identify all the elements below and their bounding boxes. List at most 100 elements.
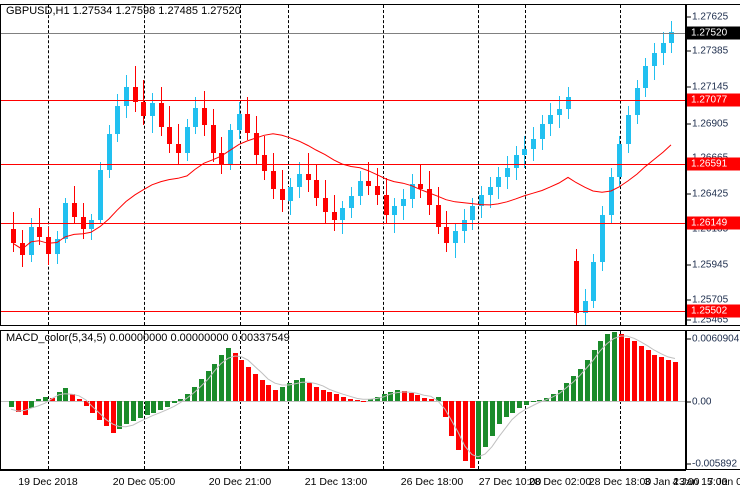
candle-body <box>652 53 657 67</box>
candle-body <box>566 97 571 110</box>
macd-histogram-bar <box>409 393 414 402</box>
grid-line-vertical <box>144 5 145 325</box>
candle-body <box>488 187 493 195</box>
candle-body <box>392 206 397 216</box>
macd-histogram-bar <box>504 401 509 418</box>
macd-histogram-bar <box>388 391 393 402</box>
candle-body <box>514 154 519 169</box>
candle-body <box>340 207 345 220</box>
candle-body <box>635 88 640 116</box>
macd-histogram-bar <box>402 390 407 402</box>
macd-histogram-bar <box>564 382 569 402</box>
macd-histogram-bar <box>490 401 495 436</box>
candle-body <box>115 106 120 135</box>
macd-histogram-bar <box>16 401 21 412</box>
macd-histogram-bar <box>646 350 651 402</box>
support-resistance-line[interactable] <box>1 100 685 101</box>
price-tick-label: 1.26905 <box>692 118 729 130</box>
candle-body <box>98 169 103 220</box>
candle-body <box>133 87 138 102</box>
price-plot-area[interactable] <box>1 5 685 325</box>
macd-histogram-bar <box>246 366 251 402</box>
grid-line-vertical <box>144 331 145 469</box>
macd-histogram-bar <box>497 401 502 425</box>
price-tick-label: 1.25705 <box>692 294 729 306</box>
macd-histogram-bar <box>29 401 34 409</box>
candle-body <box>349 196 354 208</box>
macd-histogram-bar <box>266 385 271 402</box>
candle-body <box>436 204 441 228</box>
macd-histogram-bar <box>483 401 488 448</box>
macd-tick-label: 0.00 <box>692 396 712 408</box>
macd-histogram-bar <box>659 357 664 402</box>
candle-body <box>358 181 363 197</box>
level-price-tag[interactable]: 1.27077 <box>687 93 740 107</box>
candle-body <box>505 168 510 177</box>
macd-tick-label: -0.005892 <box>692 458 738 470</box>
candle-body <box>531 138 536 149</box>
candle-body <box>470 206 475 220</box>
candle-body <box>661 42 666 54</box>
macd-histogram-bar <box>43 396 48 402</box>
macd-histogram-bar <box>673 361 678 402</box>
macd-histogram-bar <box>253 373 258 402</box>
candle-body <box>366 181 371 186</box>
macd-histogram-bar <box>537 399 542 402</box>
candle-wick <box>368 162 369 195</box>
support-resistance-line[interactable] <box>1 223 685 224</box>
macd-tick-mark <box>687 463 691 465</box>
grid-line-vertical <box>48 331 49 469</box>
macd-histogram-bar <box>619 334 624 402</box>
candle-body <box>401 199 406 207</box>
macd-histogram-bar <box>355 399 360 402</box>
macd-histogram-bar <box>273 389 278 402</box>
candle-body <box>522 148 527 155</box>
candle-body <box>271 171 276 189</box>
time-axis-label: 20 Dec 21:00 <box>208 476 272 488</box>
candle-body <box>228 129 233 164</box>
price-tick-label: 1.26425 <box>692 188 729 200</box>
grid-line-vertical <box>478 5 479 325</box>
macd-histogram-bar <box>239 359 244 402</box>
time-axis-label: 27 Dec 10:00 <box>478 476 542 488</box>
candle-body <box>11 228 16 244</box>
price-tick-mark <box>687 86 691 88</box>
macd-histogram-bar <box>348 398 353 402</box>
candle-body <box>29 227 34 256</box>
macd-histogram-bar <box>226 348 231 402</box>
candle-body <box>245 113 250 133</box>
macd-histogram-bar <box>9 401 14 407</box>
macd-histogram-bar <box>605 334 610 402</box>
macd-histogram-bar <box>382 394 387 402</box>
price-tick-mark <box>687 16 691 18</box>
current-price-tag[interactable]: 1.27520 <box>687 26 740 40</box>
macd-histogram-bar <box>131 401 136 421</box>
macd-plot-area[interactable] <box>1 331 685 469</box>
candle-body <box>107 134 112 170</box>
candle-body <box>306 173 311 180</box>
candle-body <box>237 113 242 130</box>
candle-body <box>159 103 164 127</box>
time-axis-label: 20 Dec 05:00 <box>112 476 176 488</box>
time-axis[interactable]: 19 Dec 2018 20 Dec 05:00 20 Dec 21:00 21 De… <box>0 470 740 500</box>
level-price-tag[interactable]: 1.25502 <box>687 304 740 318</box>
macd-histogram-bar <box>50 397 55 402</box>
level-price-tag[interactable]: 1.26591 <box>687 157 740 171</box>
support-resistance-line[interactable] <box>1 311 685 312</box>
macd-histogram-bar <box>436 396 441 402</box>
macd-histogram-bar <box>470 401 475 468</box>
level-price-tag[interactable]: 1.26149 <box>687 216 740 230</box>
macd-histogram-bar <box>524 401 529 405</box>
time-axis-line <box>0 470 686 471</box>
candle-body <box>384 194 389 216</box>
macd-histogram-bar <box>192 387 197 402</box>
macd-histogram-bar <box>111 401 116 434</box>
candle-body <box>479 194 484 207</box>
time-axis-label: 3 Jan 23:00 <box>644 476 700 488</box>
support-resistance-line[interactable] <box>1 164 685 165</box>
macd-histogram-bar <box>531 401 536 403</box>
candle-body <box>626 115 631 145</box>
candle-body <box>219 153 224 164</box>
macd-histogram-bar <box>307 382 312 402</box>
